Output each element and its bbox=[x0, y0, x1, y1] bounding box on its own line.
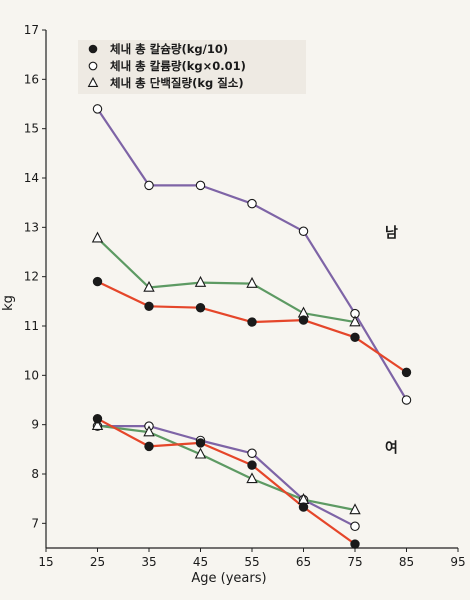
axes: 15 25 35 45 55 65 75 85 95 7 8 9 10 11 12 13 14 15 16 17 Age… bbox=[1, 23, 466, 586]
series-markers bbox=[91, 104, 412, 549]
y-tick-label: 10 bbox=[24, 368, 39, 382]
x-tick-label: 25 bbox=[90, 555, 105, 569]
y-tick-label: 11 bbox=[24, 319, 39, 333]
data-point bbox=[298, 226, 309, 237]
legend-label: 체내 총 칼륨량(kg×0.01) bbox=[110, 59, 246, 73]
y-tick-label: 9 bbox=[31, 418, 39, 432]
y-tick-label: 14 bbox=[24, 171, 39, 185]
group-label-background bbox=[377, 436, 416, 457]
data-point bbox=[195, 303, 206, 313]
x-tick-label: 85 bbox=[399, 555, 414, 569]
legend: 체내 총 칼슘량(kg/10) 체내 총 칼륨량(kg×0.01) 체내 총 단백질… bbox=[78, 40, 306, 94]
data-point bbox=[350, 332, 360, 343]
x-tick-label: 45 bbox=[193, 555, 208, 569]
data-point bbox=[92, 414, 103, 424]
legend-marker bbox=[87, 76, 99, 87]
legend-background bbox=[78, 40, 306, 94]
x-tick-label: 55 bbox=[244, 555, 259, 569]
data-point bbox=[350, 539, 360, 549]
data-point bbox=[194, 447, 207, 459]
group-label-background bbox=[377, 221, 416, 242]
y-tick-label: 17 bbox=[24, 23, 39, 37]
data-point bbox=[401, 395, 412, 405]
data-point bbox=[350, 521, 360, 532]
data-point bbox=[298, 315, 309, 325]
series-line-5 bbox=[96, 417, 356, 545]
series-line-4 bbox=[97, 424, 356, 512]
data-point bbox=[144, 180, 154, 191]
legend-marker bbox=[88, 44, 98, 54]
y-tick-label: 15 bbox=[24, 122, 39, 136]
data-point bbox=[194, 275, 207, 287]
series-line-3 bbox=[97, 425, 356, 528]
data-point bbox=[247, 448, 257, 459]
group-label: 여 bbox=[385, 439, 398, 456]
series-line-1 bbox=[96, 237, 356, 324]
x-tick-label: 65 bbox=[296, 555, 311, 569]
data-point bbox=[91, 231, 104, 243]
data-point bbox=[298, 502, 309, 512]
data-point bbox=[247, 460, 257, 470]
data-point bbox=[91, 419, 104, 430]
x-tick-label: 35 bbox=[141, 555, 156, 569]
y-tick-label: 7 bbox=[31, 516, 39, 530]
data-point bbox=[143, 425, 155, 437]
legend-marker bbox=[88, 61, 98, 71]
data-point bbox=[247, 317, 257, 327]
data-point bbox=[144, 441, 154, 452]
data-point bbox=[246, 276, 258, 288]
legend-label: 체내 총 단백질량(kg 질소) bbox=[110, 76, 244, 90]
x-tick-label: 95 bbox=[450, 555, 465, 569]
series-line-2 bbox=[97, 280, 408, 374]
x-tick-label: 75 bbox=[347, 555, 362, 569]
x-tick-label: 15 bbox=[38, 555, 53, 569]
y-tick-label: 13 bbox=[24, 220, 39, 234]
data-point bbox=[195, 180, 206, 191]
x-axis-title: Age (years) bbox=[191, 571, 266, 586]
data-point bbox=[92, 276, 103, 287]
data-point bbox=[92, 104, 103, 114]
y-tick-label: 12 bbox=[24, 270, 39, 284]
data-point bbox=[195, 438, 206, 448]
group-label: 남 bbox=[385, 225, 398, 242]
data-point bbox=[144, 301, 154, 311]
data-point bbox=[401, 367, 412, 378]
data-point bbox=[143, 280, 155, 292]
series-line-0 bbox=[96, 108, 408, 401]
data-point bbox=[247, 198, 257, 209]
data-point bbox=[246, 472, 258, 484]
legend-label: 체내 총 칼슘량(kg/10) bbox=[110, 42, 228, 56]
y-tick-label: 16 bbox=[24, 72, 39, 86]
y-tick-label: 8 bbox=[31, 467, 39, 481]
data-point bbox=[349, 503, 361, 515]
group-labels: 남여 bbox=[377, 221, 416, 457]
y-axis-title: kg bbox=[1, 295, 16, 311]
data-point bbox=[349, 315, 361, 327]
